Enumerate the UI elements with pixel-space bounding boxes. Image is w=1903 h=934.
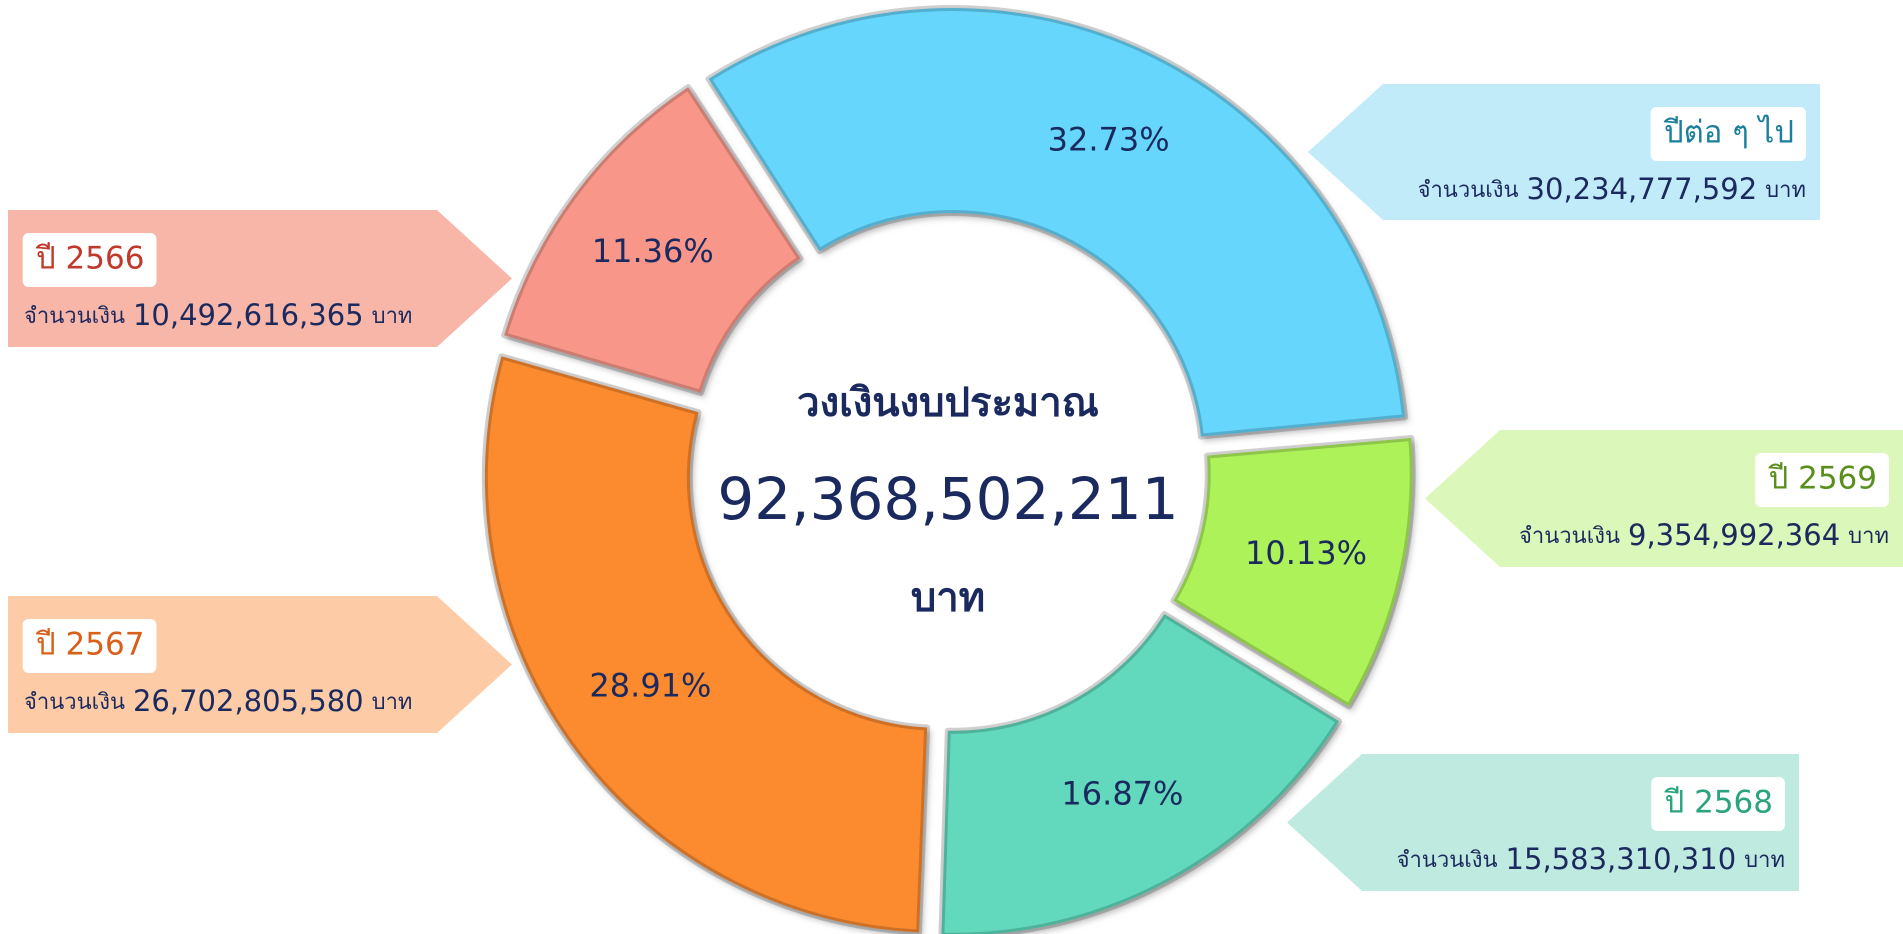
slice (1170, 434, 1416, 710)
amount-unit: บาท (372, 304, 413, 329)
name-badge (22, 233, 157, 287)
amount-prefix: จำนวนเงิน (24, 304, 125, 329)
amount-unit: บาท (1765, 178, 1806, 203)
slice-label: 16.87% (1061, 774, 1183, 812)
name-badge (1650, 107, 1806, 161)
slice (501, 84, 804, 396)
slice-label: 10.13% (1245, 534, 1367, 572)
slice-label: 32.73% (1048, 120, 1170, 158)
amount-value: 9,354,992,364 (1628, 518, 1840, 552)
amount-line: จำนวนเงิน 9,354,992,364 บาท (1519, 518, 1889, 552)
amount-line: จำนวนเงิน 15,583,310,310 บาท (1397, 842, 1785, 876)
name-badge (1651, 777, 1785, 831)
center-unit: บาท (911, 575, 985, 621)
amount-value: 26,702,805,580 (133, 684, 364, 718)
donut: 32.73% 10.13% 16.87% 28.91% 11.36% (481, 5, 1416, 934)
amount-unit: บาท (372, 690, 413, 715)
category-name: ปี 2567 (35, 627, 145, 663)
amount-unit: บาท (1848, 524, 1889, 549)
category-name: ปี 2568 (1663, 785, 1773, 821)
slice-label: 11.36% (592, 232, 714, 270)
amount-line: จำนวนเงิน 26,702,805,580 บาท (24, 684, 412, 718)
slice (938, 611, 1343, 934)
category-name: ปี 2569 (1767, 461, 1877, 497)
amount-unit: บาท (1744, 848, 1785, 873)
center-total: 92,368,502,211 (717, 465, 1178, 533)
name-badge (22, 619, 157, 673)
amount-prefix: จำนวนเงิน (1418, 178, 1519, 203)
slice (481, 353, 931, 934)
amount-line: จำนวนเงิน 10,492,616,365 บาท (24, 298, 412, 332)
amount-value: 15,583,310,310 (1506, 842, 1737, 876)
category-name: ปีต่อ ๆ ไป (1663, 115, 1794, 151)
amount-prefix: จำนวนเงิน (1397, 848, 1498, 873)
amount-value: 10,492,616,365 (133, 298, 364, 332)
slice (705, 5, 1409, 440)
amount-prefix: จำนวนเงิน (24, 690, 125, 715)
category-name: ปี 2566 (35, 241, 145, 277)
slice-label: 28.91% (589, 667, 711, 705)
amount-value: 30,234,777,592 (1527, 172, 1758, 206)
name-badge (1755, 453, 1889, 507)
center-title: วงเงินงบประมาณ (797, 380, 1099, 426)
amount-line: จำนวนเงิน 30,234,777,592 บาท (1418, 172, 1806, 206)
amount-prefix: จำนวนเงิน (1519, 524, 1620, 549)
